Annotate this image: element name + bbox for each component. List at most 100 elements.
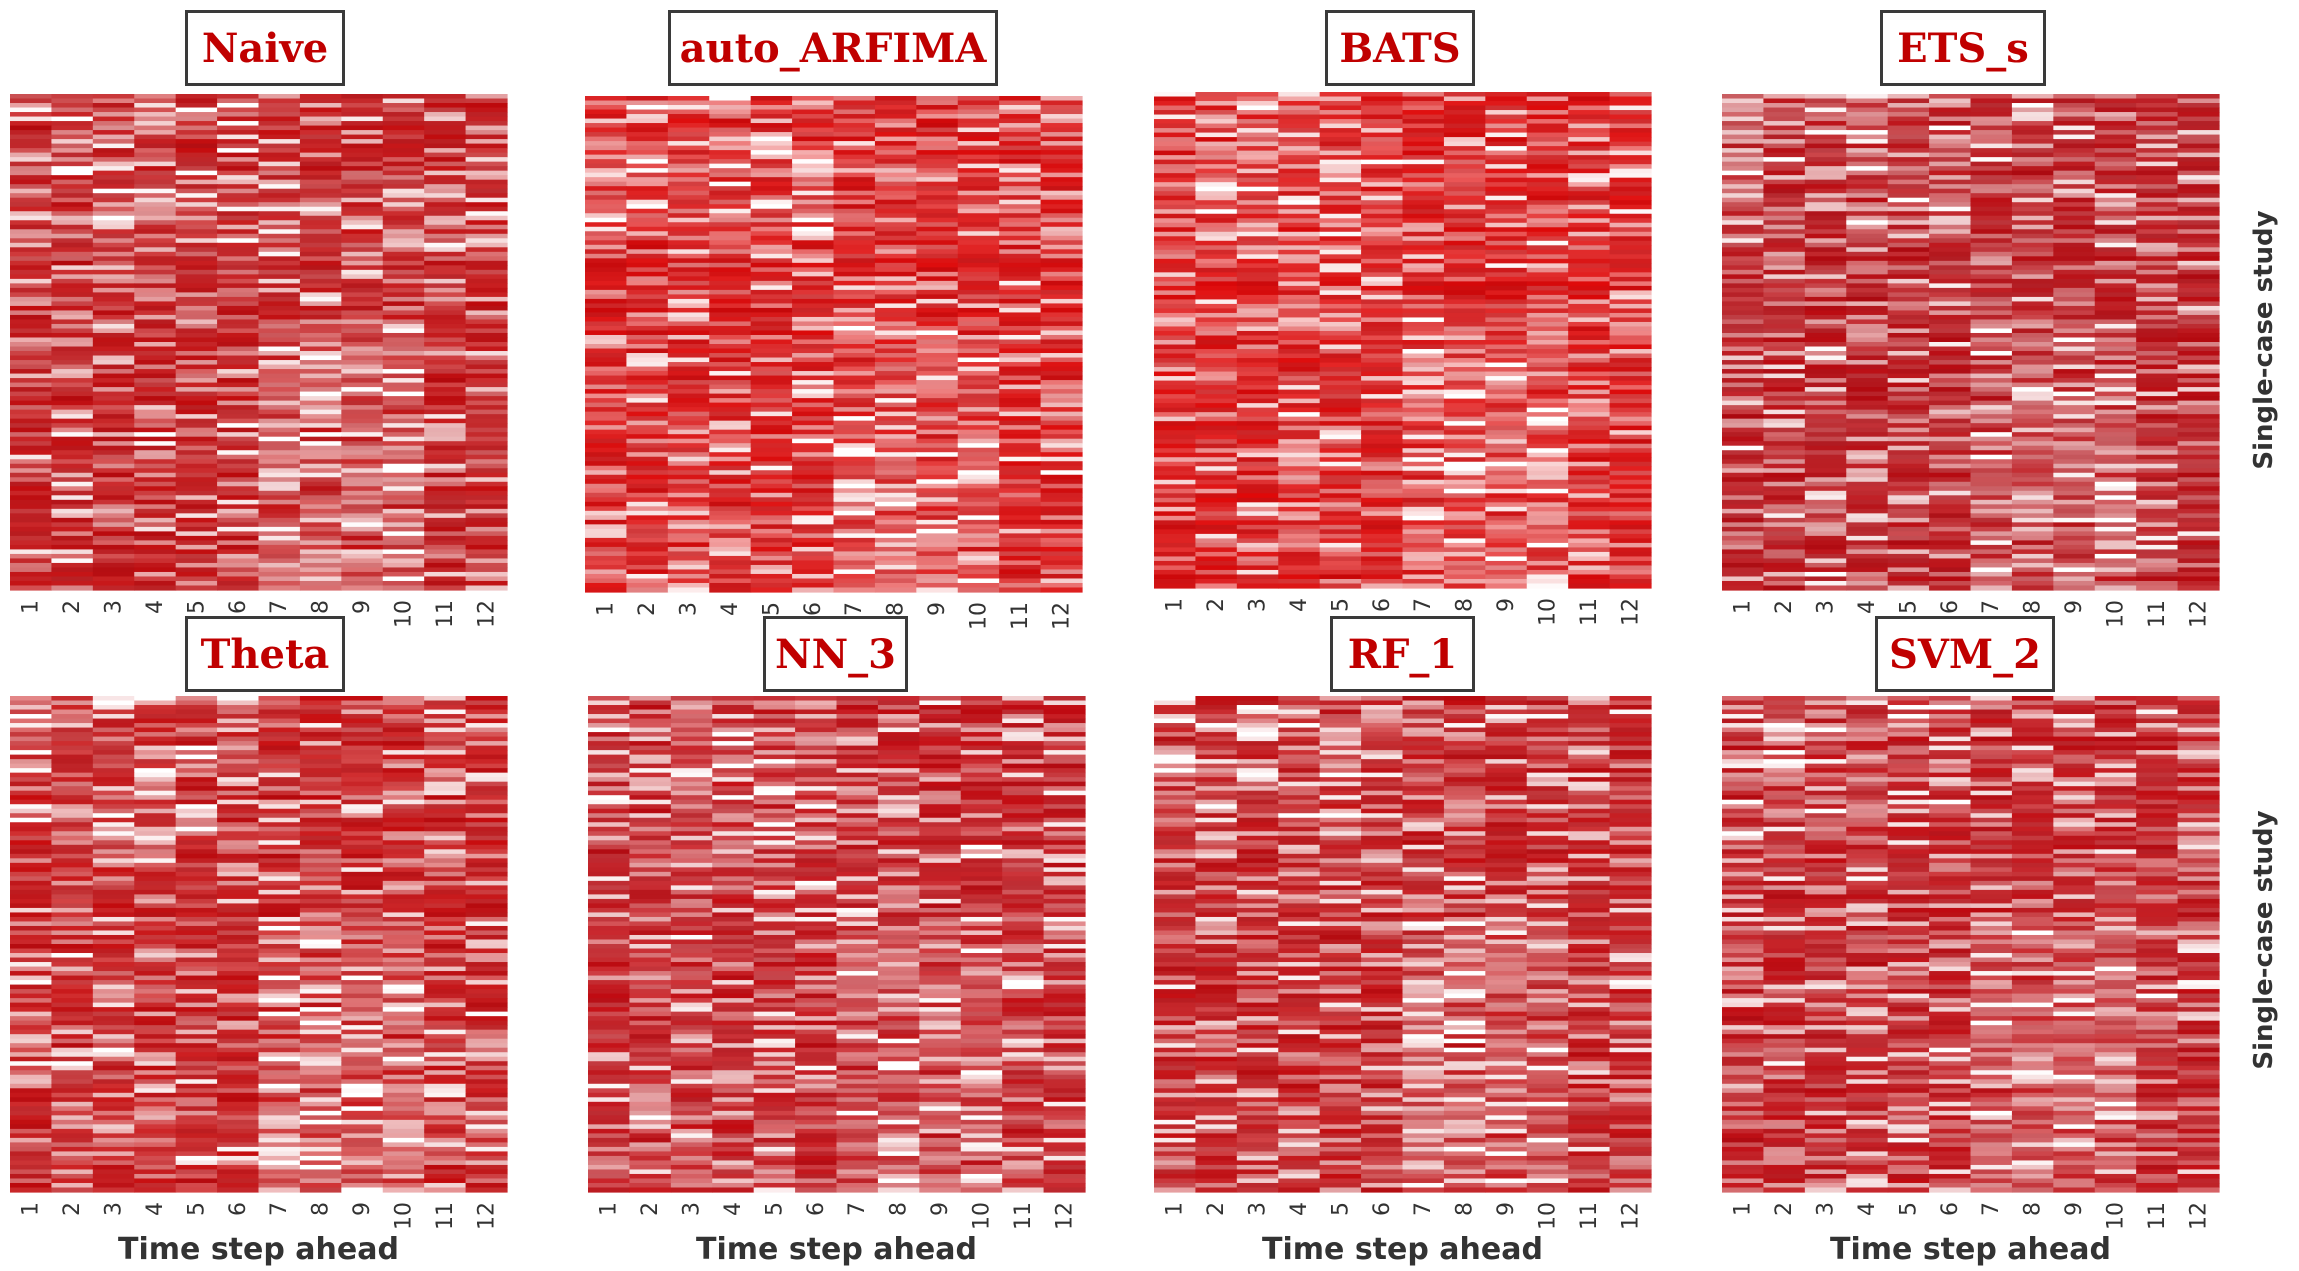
x-tick-label: 1: [1163, 598, 1188, 612]
heatmap-cell: [1485, 308, 1528, 314]
heatmap-cell: [1485, 222, 1528, 228]
heatmap-cell: [217, 553, 260, 560]
heatmap-cell: [258, 152, 301, 158]
heatmap-cell: [10, 522, 53, 528]
heatmap-cell: [957, 375, 1000, 381]
heatmap-cell: [1970, 328, 2013, 334]
heatmap-cell: [1804, 454, 1847, 460]
heatmap-cell: [1722, 409, 1765, 415]
heatmap-cell: [92, 346, 135, 352]
heatmap-cell: [1278, 132, 1321, 138]
heatmap-cell: [874, 420, 917, 426]
heatmap-cell: [792, 222, 835, 228]
heatmap-cell: [299, 387, 342, 393]
heatmap-cell: [1402, 101, 1445, 107]
heatmap-cell: [217, 296, 260, 303]
heatmap-cell: [10, 337, 53, 343]
heatmap-cell: [2094, 364, 2137, 370]
heatmap-cell: [299, 202, 342, 208]
heatmap-cell: [299, 490, 342, 496]
heatmap-cell: [1763, 378, 1806, 384]
heatmap-cell: [1319, 371, 1362, 377]
heatmap-cell: [2177, 346, 2220, 352]
heatmap-cell: [1609, 520, 1652, 526]
heatmap-cell: [175, 517, 218, 523]
heatmap-cell: [1040, 150, 1083, 156]
heatmap-cell: [92, 175, 135, 181]
heatmap-cell: [382, 310, 425, 316]
heatmap-cell: [585, 470, 628, 476]
heatmap-cell: [1443, 457, 1486, 463]
heatmap-cell: [916, 456, 959, 462]
heatmap-cell: [750, 416, 793, 422]
heatmap-cell: [10, 459, 53, 465]
heatmap-cell: [217, 274, 260, 280]
heatmap-cell: [1443, 119, 1486, 125]
heatmap-cell: [1361, 488, 1404, 494]
heatmap-cell: [424, 274, 467, 280]
heatmap-cell: [51, 238, 94, 244]
heatmap-cell: [51, 260, 94, 266]
heatmap-cell: [1568, 524, 1611, 530]
heatmap-cell: [1763, 170, 1806, 176]
heatmap-cell: [1929, 382, 1972, 388]
heatmap-cell: [792, 150, 835, 156]
heatmap-cell: [833, 510, 876, 516]
heatmap-cell: [2053, 202, 2096, 208]
heatmap-cell: [1568, 164, 1611, 170]
heatmap-cell: [999, 186, 1042, 192]
heatmap-cell: [382, 143, 425, 149]
heatmap-cell: [465, 170, 508, 176]
heatmap-cell: [382, 179, 425, 185]
heatmap-cell: [2136, 112, 2179, 118]
heatmap-cell: [667, 150, 710, 156]
heatmap-cell: [1236, 529, 1279, 535]
heatmap-cell: [626, 294, 669, 300]
heatmap-cell: [1526, 101, 1569, 107]
heatmap-cell: [999, 181, 1042, 187]
heatmap-cell: [833, 497, 876, 503]
heatmap-cell: [1236, 574, 1279, 580]
heatmap-cell: [2053, 130, 2096, 136]
heatmap-cell: [1402, 506, 1445, 512]
heatmap-cell: [1154, 515, 1197, 521]
heatmap-cell: [750, 141, 793, 147]
heatmap-cell: [1568, 439, 1611, 445]
heatmap-cell: [1722, 121, 1765, 127]
heatmap-cell: [1236, 389, 1279, 395]
heatmap-cell: [10, 571, 53, 578]
heatmap-cell: [10, 206, 53, 212]
heatmap-cell: [1402, 493, 1445, 499]
heatmap-cell: [382, 121, 425, 127]
heatmap-cell: [916, 519, 959, 525]
heatmap-cell: [1402, 119, 1445, 125]
heatmap-cell: [92, 558, 135, 564]
heatmap-cell: [1929, 310, 1972, 316]
heatmap-cell: [2136, 310, 2179, 316]
heatmap-cell: [1763, 206, 1806, 212]
heatmap-cell: [1040, 118, 1083, 124]
heatmap-cell: [10, 161, 53, 167]
heatmap-cells: [1154, 92, 1652, 589]
heatmap-cell: [1609, 182, 1652, 188]
heatmap-cell: [833, 407, 876, 413]
heatmap-cell: [1195, 227, 1238, 233]
heatmap-cell: [1722, 148, 1765, 154]
heatmap-cell: [1970, 342, 2013, 348]
heatmap-cell: [874, 402, 917, 408]
heatmap-cell: [2177, 265, 2220, 271]
heatmap-cell: [92, 387, 135, 393]
heatmap-cell: [1485, 542, 1528, 549]
heatmap-cell: [957, 402, 1000, 408]
heatmap-cell: [51, 251, 94, 257]
heatmap-cell: [1319, 92, 1362, 98]
heatmap-cell: [2136, 130, 2179, 136]
heatmap-cell: [1526, 443, 1569, 449]
heatmap-cell: [833, 398, 876, 404]
heatmap-cell: [1846, 112, 1889, 118]
heatmap-cell: [1929, 166, 1972, 172]
heatmap-cell: [1485, 389, 1528, 395]
heatmap-cell: [750, 195, 793, 201]
heatmap-cell: [341, 130, 384, 136]
heatmap-cell: [1763, 391, 1806, 397]
